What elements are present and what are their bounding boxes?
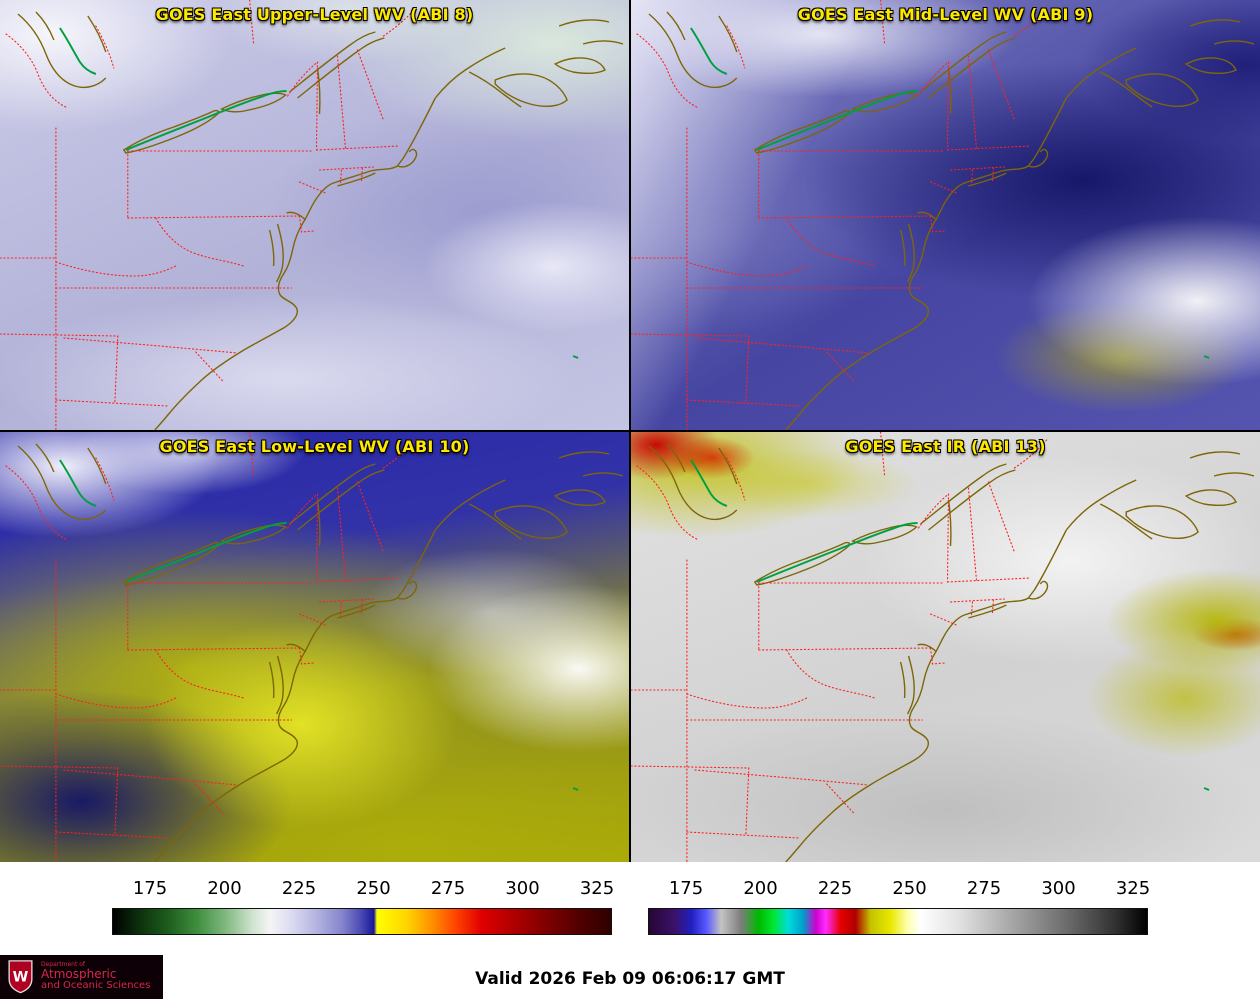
tick-label: 175 xyxy=(668,878,704,899)
wv-colorbar-ticks: 175 200 225 250 275 300 325 xyxy=(112,874,615,908)
tick-label: 225 xyxy=(281,878,317,899)
map-overlay xyxy=(0,432,625,862)
satellite-quad-panel: GOES East Upper-Level WV (ABI 8) GOES Ea… xyxy=(0,0,1260,862)
map-overlay xyxy=(0,0,625,430)
logo-text: Department of Atmospheric and Oceanic Sc… xyxy=(41,960,151,992)
valid-time-label: Valid 2026 Feb 09 06:06:17 GMT xyxy=(475,969,785,989)
uw-crest-icon: W xyxy=(8,960,33,994)
ir-colorbar: 175 200 225 250 275 300 325 xyxy=(648,874,1151,935)
panel-title-ir: GOES East IR (ABI 13) xyxy=(845,437,1046,456)
panel-title-upper-wv: GOES East Upper-Level WV (ABI 8) xyxy=(155,5,474,24)
panel-low-level-wv: GOES East Low-Level WV (ABI 10) xyxy=(0,432,629,862)
panel-upper-level-wv: GOES East Upper-Level WV (ABI 8) xyxy=(0,0,629,430)
logo-department-label: Department of xyxy=(41,960,85,968)
logo-name-line1: Atmospheric xyxy=(41,967,117,982)
wv-colorbar-gradient xyxy=(112,908,612,935)
wv-colorbar: 175 200 225 250 275 300 325 xyxy=(112,874,615,935)
tick-label: 325 xyxy=(579,878,615,899)
tick-label: 275 xyxy=(430,878,466,899)
panel-title-low-wv: GOES East Low-Level WV (ABI 10) xyxy=(159,437,470,456)
colorbar-row: 175 200 225 250 275 300 325 175 200 225 … xyxy=(0,874,1260,935)
panel-mid-level-wv: GOES East Mid-Level WV (ABI 9) xyxy=(631,0,1260,430)
tick-label: 175 xyxy=(132,878,168,899)
logo-name-line2: and Oceanic Sciences xyxy=(41,980,151,992)
panel-ir: GOES East IR (ABI 13) xyxy=(631,432,1260,862)
ir-colorbar-ticks: 175 200 225 250 275 300 325 xyxy=(648,874,1151,908)
panel-title-mid-wv: GOES East Mid-Level WV (ABI 9) xyxy=(797,5,1094,24)
tick-label: 200 xyxy=(207,878,242,899)
tick-label: 250 xyxy=(356,878,391,899)
tick-label: 300 xyxy=(505,878,540,899)
ir-colorbar-gradient xyxy=(648,908,1148,935)
uw-aos-logo: W Department of Atmospheric and Oceanic … xyxy=(0,955,163,999)
tick-label: 250 xyxy=(892,878,927,899)
tick-label: 200 xyxy=(743,878,778,899)
tick-label: 325 xyxy=(1115,878,1151,899)
map-overlay xyxy=(631,0,1256,430)
map-overlay xyxy=(631,432,1256,862)
crest-letter: W xyxy=(13,970,29,986)
tick-label: 275 xyxy=(966,878,1002,899)
tick-label: 225 xyxy=(817,878,853,899)
tick-label: 300 xyxy=(1041,878,1076,899)
